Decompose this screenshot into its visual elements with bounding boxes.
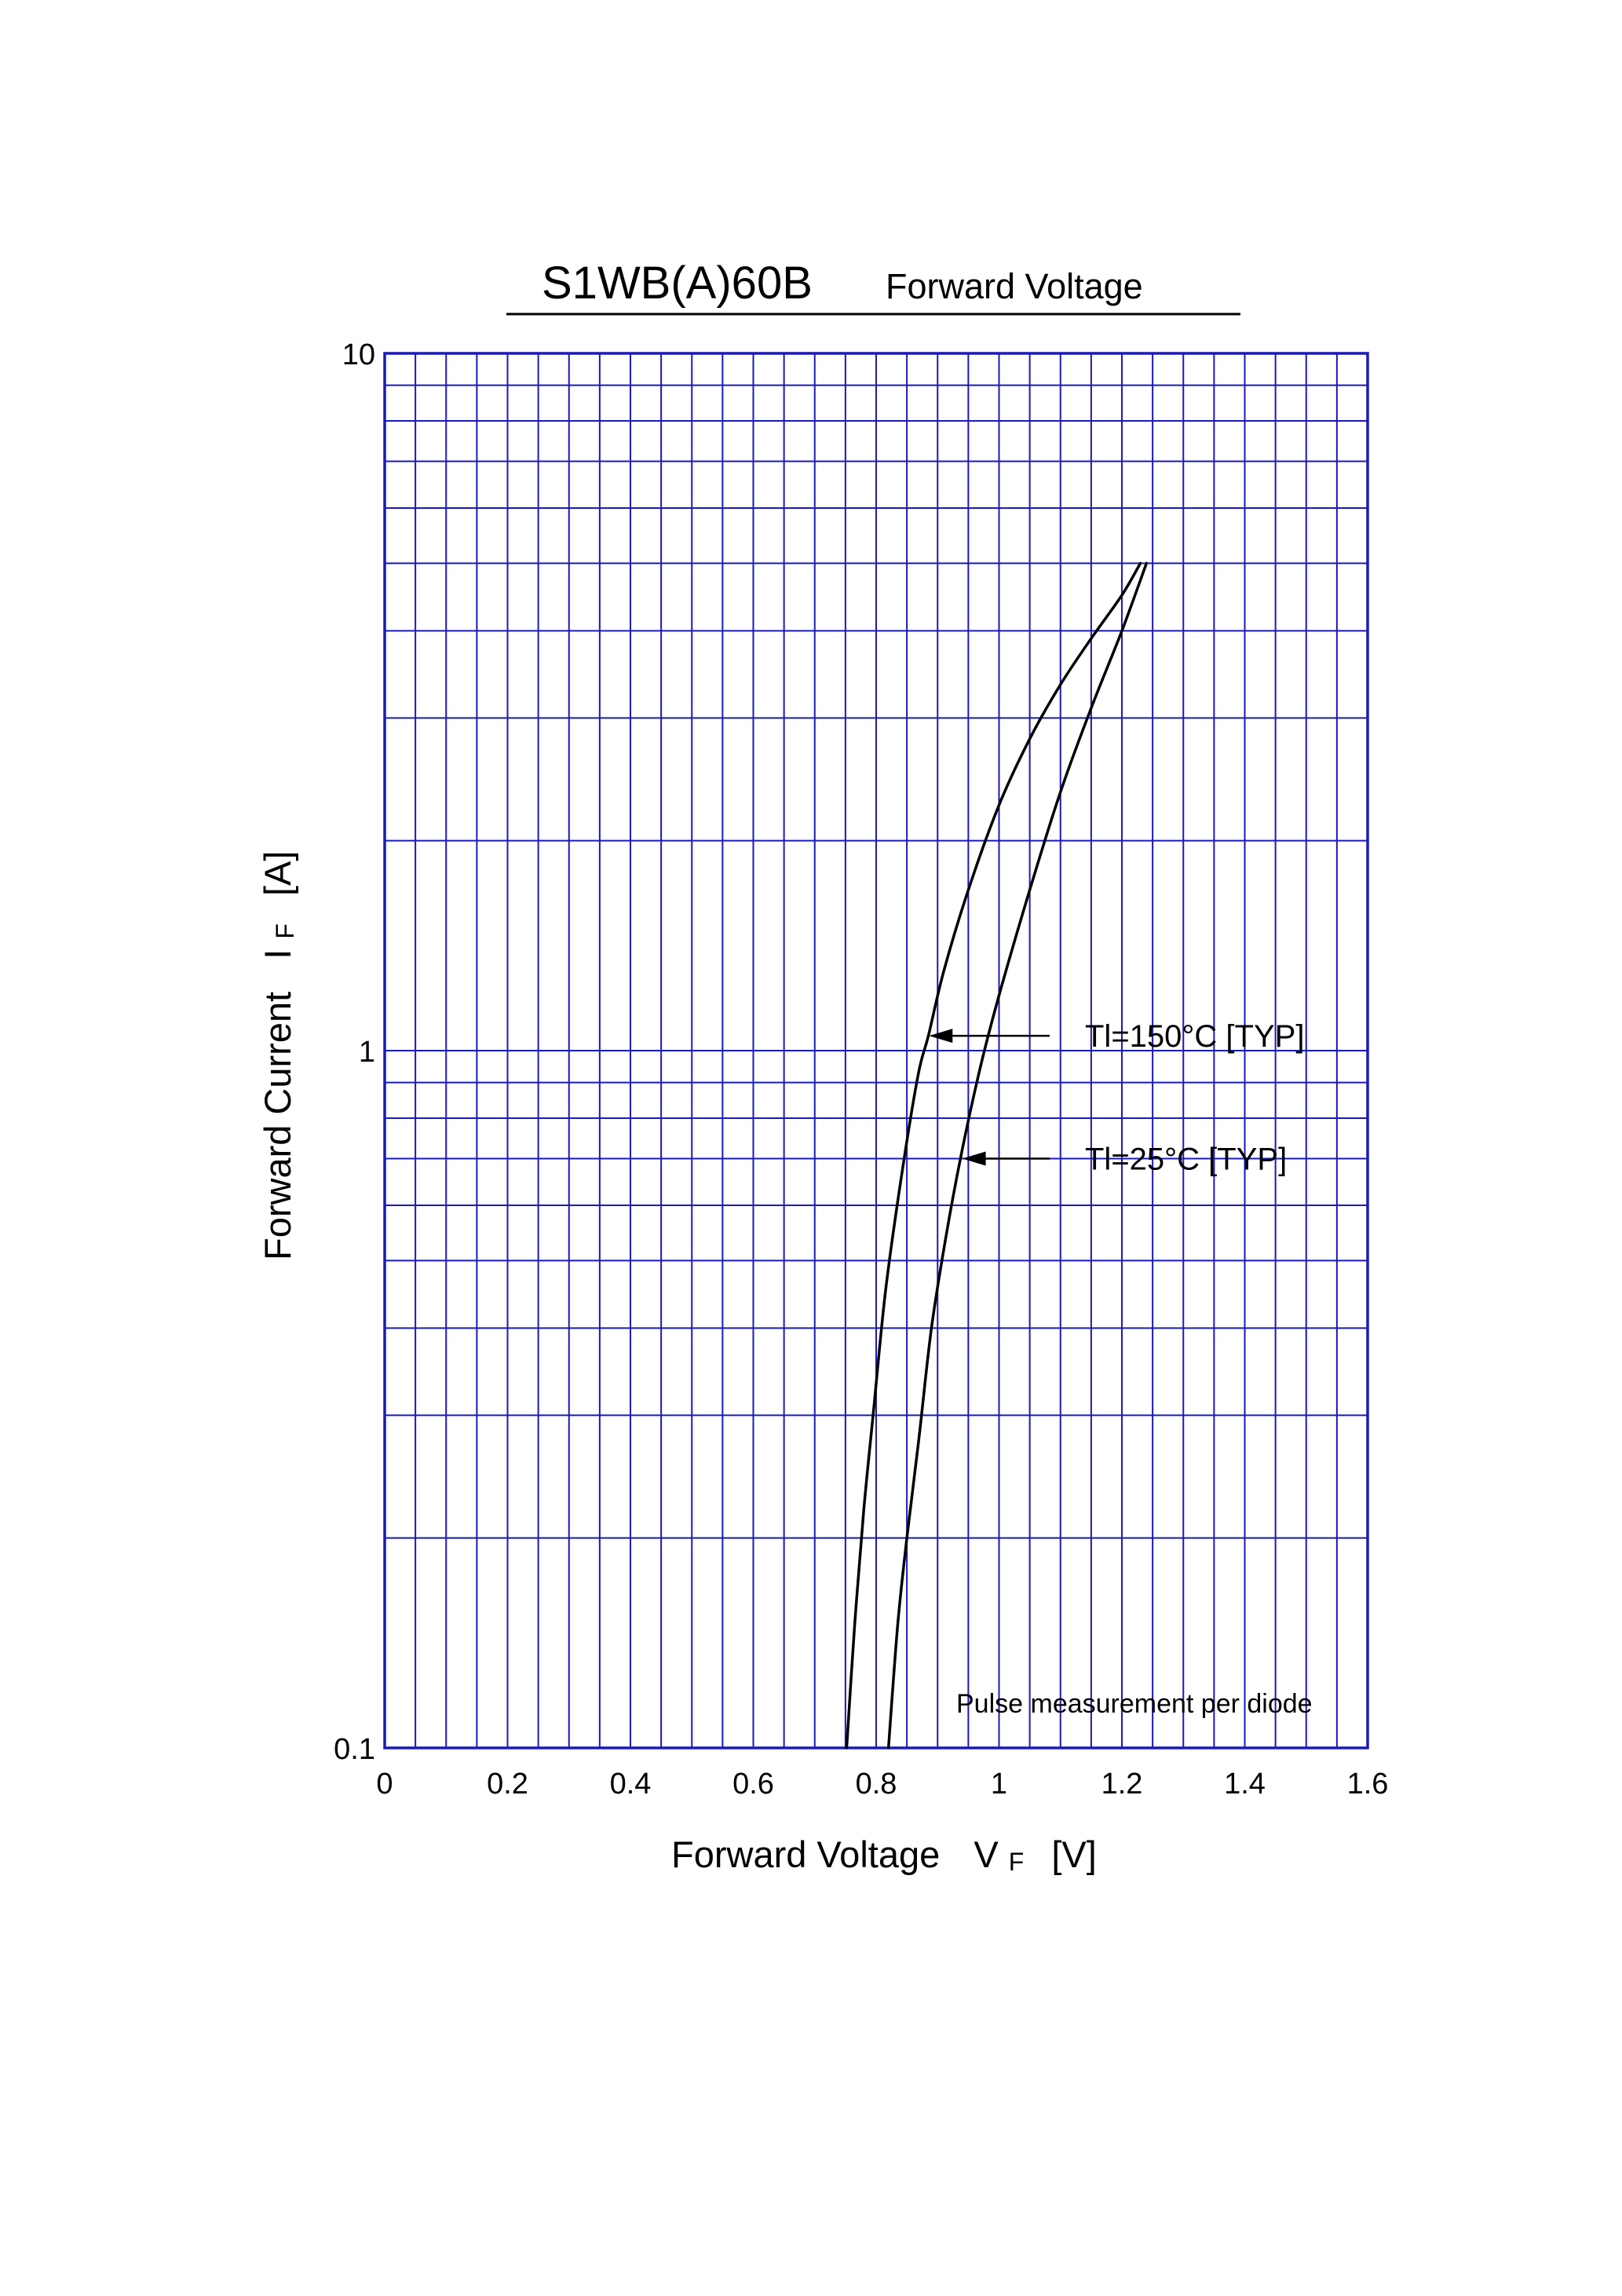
y-tick-label: 0.1 [334, 1733, 375, 1766]
y-tick-label: 1 [359, 1036, 375, 1069]
x-tick-label: 1 [991, 1768, 1007, 1801]
measurement-note: Pulse measurement per diode [956, 1689, 1313, 1719]
x-axis-label-text: Forward Voltage [671, 1834, 940, 1875]
chart-title: S1WB(A)60B [542, 258, 813, 309]
y-tick-label: 10 [342, 338, 375, 371]
x-tick-label: 0.8 [856, 1768, 897, 1801]
x-tick-label: 1.6 [1347, 1768, 1389, 1801]
plot-frame [383, 352, 1369, 1749]
axis-ticks: 0 0.2 0.4 0.6 0.8 1 1.2 1.4 1.6 0.1 1 10 [334, 338, 1388, 1801]
x-tick-label: 1.4 [1224, 1768, 1266, 1801]
plot-grid [383, 352, 1369, 1749]
annotation-arrowhead [929, 1029, 953, 1044]
annotation-25c: Tl=25°C [TYP] [1085, 1143, 1287, 1177]
chart-subtitle: Forward Voltage [886, 266, 1143, 306]
x-tick-label: 0 [376, 1768, 393, 1801]
curves [845, 561, 1149, 1749]
x-axis-symbol: V [974, 1834, 999, 1875]
x-tick-label: 0.2 [487, 1768, 528, 1801]
annotations: Tl=150°C [TYP] Tl=25°C [TYP] [929, 1019, 1304, 1177]
y-axis-subscript: F [271, 923, 299, 939]
y-axis-symbol: I [257, 949, 298, 960]
y-axis-label-text: Forward Current [257, 992, 298, 1260]
x-tick-label: 0.6 [732, 1768, 774, 1801]
x-axis-unit: [V] [1051, 1834, 1096, 1875]
curve-25c [886, 561, 1149, 1749]
annotation-arrowhead [962, 1151, 986, 1166]
annotation-150c: Tl=150°C [TYP] [1085, 1019, 1304, 1054]
curve-150c [845, 561, 1142, 1749]
x-tick-label: 1.2 [1101, 1768, 1143, 1801]
x-axis-label: Forward Voltage V F [V] [671, 1834, 1097, 1878]
y-axis-unit: [A] [257, 851, 298, 896]
x-tick-label: 0.4 [610, 1768, 652, 1801]
y-axis-label: Forward Current I F [A] [257, 851, 301, 1260]
x-axis-subscript: F [1009, 1848, 1025, 1876]
